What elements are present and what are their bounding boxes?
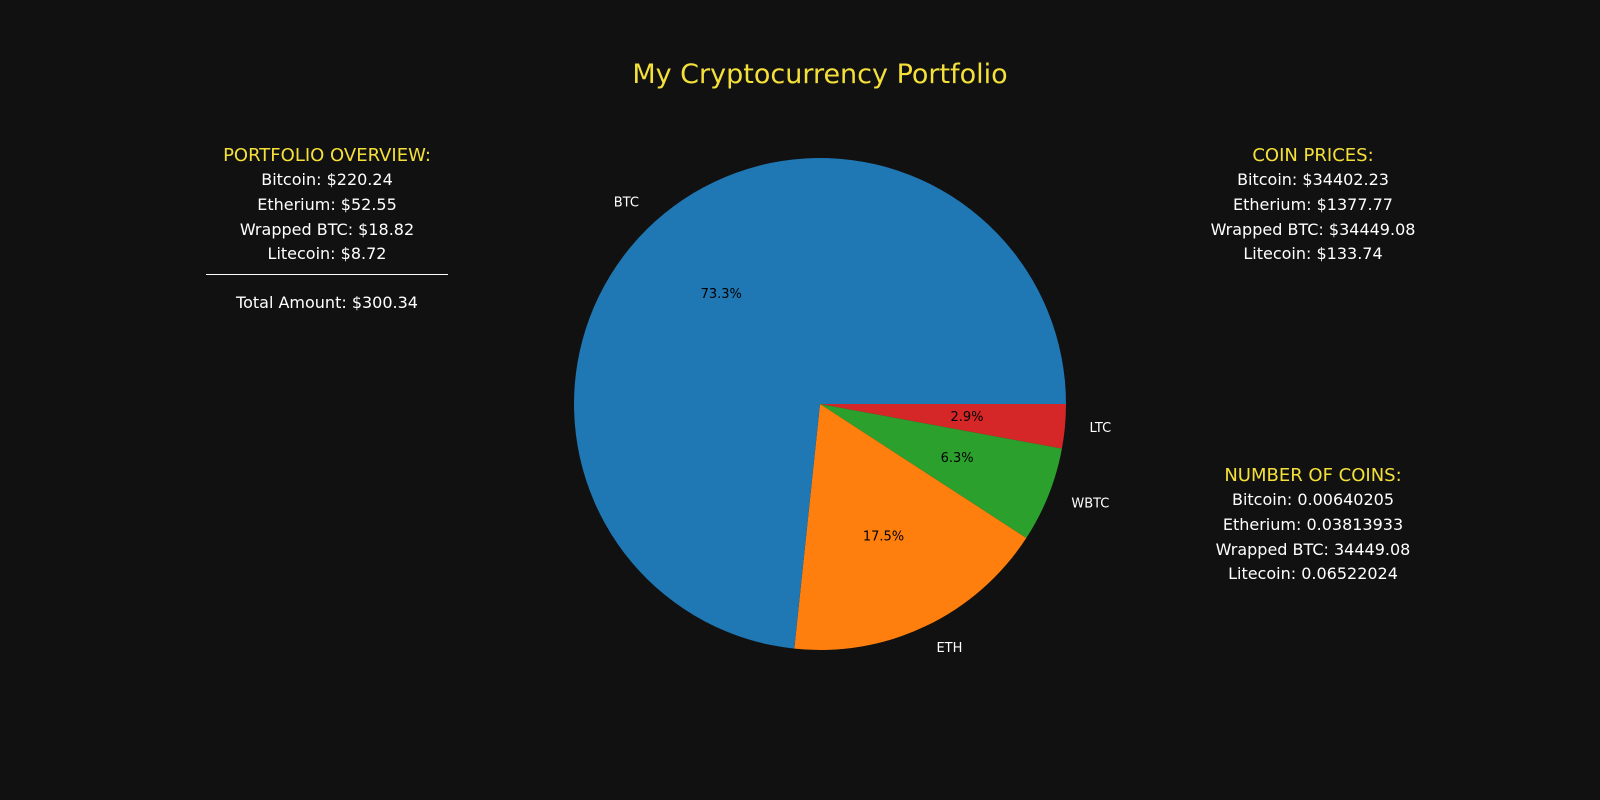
pie-slice-eth	[794, 404, 1027, 650]
coin-prices-heading: COIN PRICES:	[1252, 145, 1374, 166]
price-line-bitcoin: Bitcoin: $34402.23	[1237, 170, 1389, 189]
pie-slice-ltc	[820, 404, 1066, 449]
price-line-wrapped-btc: Wrapped BTC: $34449.08	[1210, 219, 1416, 239]
portfolio-overview-panel: PORTFOLIO OVERVIEW: Bitcoin: $220.24 Eth…	[147, 144, 507, 316]
overview-line-etherium: Etherium: $52.55	[257, 194, 397, 214]
overview-line-litecoin: Litecoin: $8.72	[267, 244, 387, 264]
pie-percent-label-eth: 17.5%	[863, 530, 904, 545]
pie-slice-btc	[573, 157, 1066, 649]
overview-total: Total Amount: $300.34	[236, 293, 418, 313]
price-line-litecoin: Litecoin: $133.74	[1243, 244, 1383, 264]
coins-line-bitcoin: Bitcoin: 0.00640205	[1231, 490, 1395, 509]
portfolio-overview-heading: PORTFOLIO OVERVIEW:	[223, 145, 431, 166]
number-of-coins-heading: NUMBER OF COINS:	[1224, 465, 1402, 486]
overview-line-wrapped-btc: Wrapped BTC: $18.82	[239, 219, 415, 239]
price-line-etherium: Etherium: $1377.77	[1233, 194, 1393, 214]
pie-percent-label-wbtc: 6.3%	[941, 451, 974, 466]
pie-category-label-eth: ETH	[936, 641, 962, 656]
coins-line-etherium: Etherium: 0.03813933	[1222, 514, 1404, 534]
coins-line-wrapped-btc: Wrapped BTC: 34449.08	[1215, 539, 1411, 559]
coins-line-litecoin: Litecoin: 0.06522024	[1228, 564, 1398, 584]
pie-percent-label-btc: 73.3%	[701, 287, 742, 302]
overview-divider	[206, 274, 448, 276]
number-of-coins-panel: NUMBER OF COINS: Bitcoin: 0.00640205 Eth…	[1133, 464, 1493, 587]
pie-category-label-wbtc: WBTC	[1071, 497, 1109, 512]
pie-percent-label-ltc: 2.9%	[950, 410, 983, 425]
pie-slice-wbtc	[820, 404, 1062, 539]
pie-category-label-btc: BTC	[614, 195, 639, 210]
pie-category-label-ltc: LTC	[1089, 421, 1111, 436]
chart-title: My Cryptocurrency Portfolio	[632, 59, 1008, 90]
coin-prices-panel: COIN PRICES: Bitcoin: $34402.23 Etherium…	[1133, 144, 1493, 267]
overview-line-bitcoin: Bitcoin: $220.24	[261, 170, 393, 189]
